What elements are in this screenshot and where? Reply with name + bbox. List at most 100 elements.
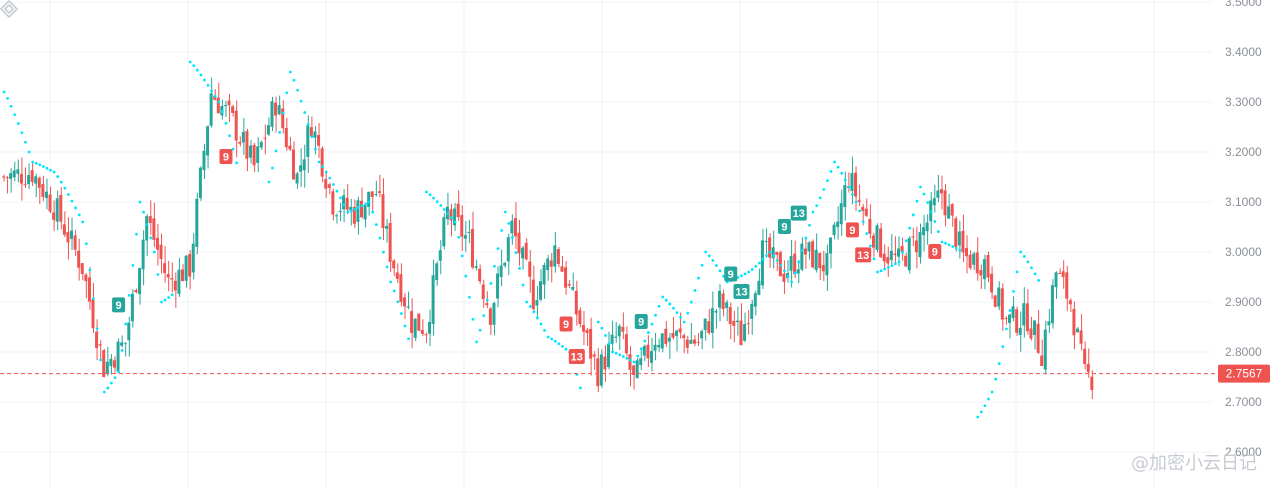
candle[interactable] [206, 125, 210, 169]
candle[interactable] [356, 196, 360, 235]
candle[interactable] [474, 259, 478, 271]
candle[interactable] [607, 331, 611, 370]
candle[interactable] [55, 190, 59, 231]
candle[interactable] [710, 291, 714, 349]
candle[interactable] [893, 236, 897, 264]
candle[interactable] [191, 233, 195, 280]
candle[interactable] [127, 316, 131, 357]
candle[interactable] [979, 264, 983, 289]
candle[interactable] [556, 247, 560, 268]
candle[interactable] [463, 220, 467, 252]
candle[interactable] [256, 137, 260, 173]
candle[interactable] [385, 219, 389, 243]
candle[interactable] [234, 100, 238, 158]
candle[interactable] [481, 279, 485, 308]
candle[interactable] [159, 233, 163, 274]
candle[interactable] [539, 269, 542, 302]
td-label-up[interactable]: 13 [733, 284, 750, 299]
candle[interactable] [410, 298, 414, 349]
candle[interactable] [317, 123, 321, 159]
candle[interactable] [112, 356, 116, 373]
candle[interactable] [617, 324, 621, 350]
candle[interactable] [965, 235, 969, 274]
candle[interactable] [581, 310, 585, 346]
candle[interactable] [1011, 296, 1015, 322]
candle[interactable] [628, 346, 632, 387]
candle[interactable] [70, 217, 74, 251]
candle[interactable] [27, 163, 31, 190]
candle[interactable] [685, 336, 689, 354]
candle[interactable] [252, 142, 256, 173]
candle[interactable] [589, 317, 593, 376]
candle[interactable] [163, 246, 167, 283]
candle[interactable] [177, 257, 181, 297]
candle[interactable] [109, 353, 113, 375]
candle[interactable] [850, 156, 854, 205]
candle[interactable] [961, 214, 965, 262]
candle[interactable] [782, 260, 786, 295]
candle[interactable] [868, 204, 872, 239]
candle[interactable] [821, 250, 825, 282]
candle[interactable] [367, 191, 371, 216]
candle[interactable] [771, 230, 775, 269]
candle[interactable] [592, 351, 596, 370]
candle[interactable] [642, 344, 646, 362]
candle[interactable] [130, 289, 134, 328]
candle[interactable] [732, 310, 736, 343]
candle[interactable] [936, 174, 940, 203]
candle[interactable] [664, 321, 668, 347]
candle[interactable] [814, 233, 818, 273]
candle[interactable] [453, 202, 457, 231]
candle[interactable] [1043, 320, 1047, 375]
candle[interactable] [721, 289, 725, 317]
candle[interactable] [173, 272, 177, 308]
candle[interactable] [907, 236, 911, 274]
candle[interactable] [828, 237, 832, 269]
candle[interactable] [37, 176, 41, 205]
candle[interactable] [546, 255, 550, 281]
candle[interactable] [635, 358, 639, 379]
candle[interactable] [603, 345, 607, 382]
candle[interactable] [66, 217, 70, 260]
td-label-up[interactable]: 9 [112, 297, 126, 313]
candle[interactable] [449, 203, 453, 237]
candle[interactable] [786, 260, 790, 283]
candle[interactable] [653, 332, 657, 361]
candle[interactable] [181, 263, 184, 282]
candle[interactable] [84, 273, 88, 299]
candle[interactable] [320, 146, 324, 183]
candle[interactable] [30, 162, 34, 186]
candle[interactable] [102, 348, 106, 378]
candle[interactable] [73, 229, 77, 256]
candle[interactable] [120, 335, 124, 348]
candle[interactable] [98, 340, 102, 361]
candle[interactable] [213, 89, 217, 101]
candle[interactable] [1022, 287, 1026, 338]
td-label-up[interactable]: 9 [634, 314, 648, 329]
candle[interactable] [1083, 341, 1087, 370]
candle[interactable] [997, 281, 1001, 311]
candle[interactable] [388, 212, 392, 273]
candle[interactable] [714, 308, 718, 329]
candle[interactable] [542, 262, 546, 299]
candle[interactable] [671, 316, 675, 340]
td-label-up[interactable]: 13 [790, 205, 807, 221]
candle[interactable] [503, 261, 507, 268]
candle[interactable] [44, 178, 48, 210]
candle[interactable] [352, 199, 356, 228]
candle[interactable] [610, 320, 614, 352]
candle[interactable] [442, 213, 446, 250]
candle[interactable] [882, 244, 886, 271]
candle[interactable] [377, 174, 381, 198]
candle[interactable] [456, 190, 460, 221]
candle[interactable] [789, 239, 793, 288]
candle[interactable] [1025, 289, 1029, 335]
candle[interactable] [59, 187, 63, 230]
candle[interactable] [832, 222, 836, 240]
candle[interactable] [506, 233, 510, 276]
candle[interactable] [428, 309, 432, 346]
candle[interactable] [560, 255, 564, 272]
candle[interactable] [80, 263, 84, 281]
